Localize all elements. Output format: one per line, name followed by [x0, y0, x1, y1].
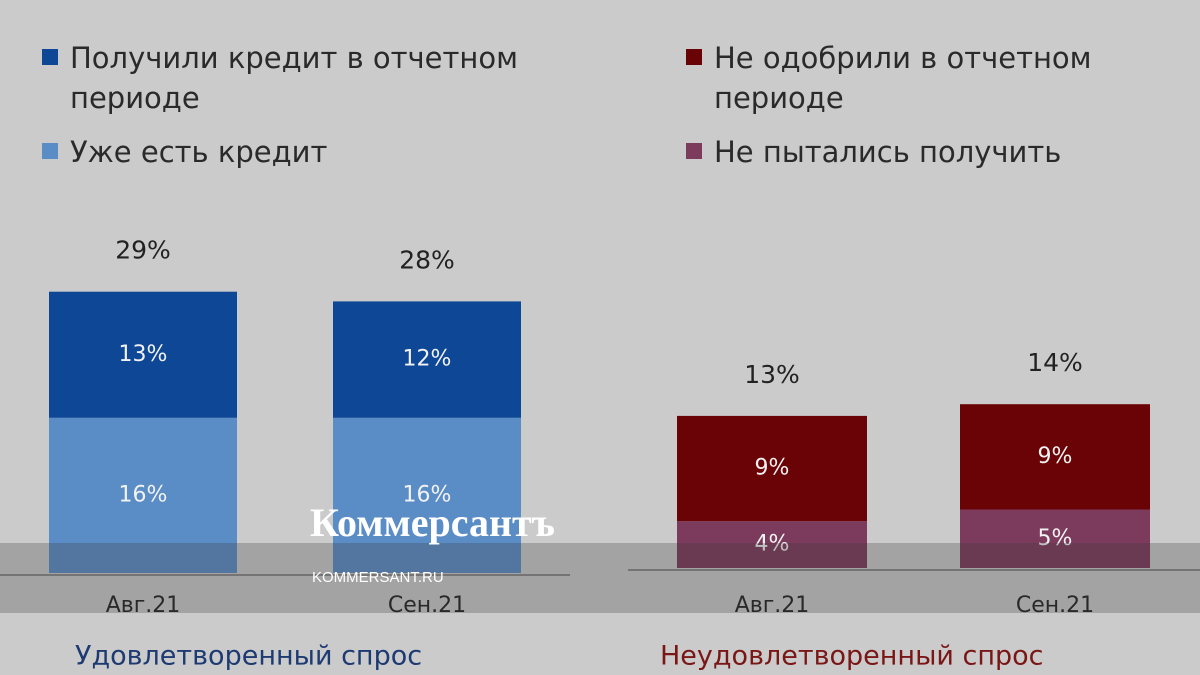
chart-title: Неудовлетворенный спрос — [660, 641, 1044, 672]
legend-swatch — [686, 49, 702, 65]
bar-segment — [677, 521, 867, 568]
legend-item: Не пытались получить — [686, 132, 1176, 172]
watermark-url: KOMMERSANT.RU — [312, 569, 444, 586]
bar-segment — [960, 509, 1150, 568]
bar-segment — [677, 415, 867, 522]
bar-segment — [333, 417, 521, 573]
value-label: 5% — [1038, 526, 1073, 551]
legend-item: Уже есть кредит — [42, 132, 587, 172]
x-tick-label: Авг.21 — [735, 593, 810, 618]
value-label: 9% — [1038, 444, 1073, 469]
legend-swatch — [42, 49, 58, 65]
legend: Не одобрили в отчетном периоде Не пыталис… — [686, 38, 1176, 186]
value-label: 4% — [755, 532, 790, 557]
legend-item: Получили кредит в отчетном периоде — [42, 38, 587, 118]
value-label: 16% — [403, 482, 452, 507]
legend-label: Получили кредит в отчетном периоде — [70, 41, 518, 115]
x-tick-label: Авг.21 — [106, 593, 181, 618]
x-tick-label: Сен.21 — [1016, 593, 1094, 618]
value-label: 12% — [403, 347, 452, 372]
total-label: 14% — [1027, 348, 1083, 377]
bar-segment — [333, 301, 521, 418]
watermark-logo: Коммерсантъ — [310, 500, 555, 545]
total-label: 13% — [744, 360, 800, 389]
legend-label: Уже есть кредит — [70, 135, 328, 169]
legend-swatch — [686, 143, 702, 159]
bar-segment — [49, 291, 237, 418]
legend-swatch — [42, 143, 58, 159]
bar-segment — [960, 404, 1150, 510]
legend-label: Не одобрили в отчетном периоде — [714, 41, 1092, 115]
legend-label: Не пытались получить — [714, 135, 1062, 169]
legend: Получили кредит в отчетном периоде Уже ес… — [42, 38, 587, 186]
value-label: 13% — [119, 342, 168, 367]
value-label: 16% — [119, 482, 168, 507]
bar-segment — [49, 417, 237, 573]
x-tick-label: Сен.21 — [388, 593, 466, 618]
value-label: 9% — [755, 456, 790, 481]
legend-item: Не одобрили в отчетном периоде — [686, 38, 1176, 118]
total-label: 29% — [115, 236, 171, 265]
total-label: 28% — [399, 245, 455, 274]
chart-title: Удовлетворенный спрос — [75, 641, 422, 672]
watermark-band — [0, 543, 1200, 613]
